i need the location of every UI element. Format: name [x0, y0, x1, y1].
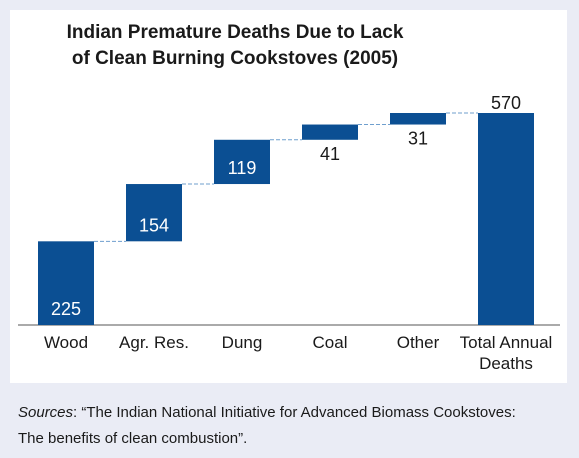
value-label: 225 — [51, 299, 81, 319]
x-tick-label: Other — [396, 333, 440, 352]
value-label: 41 — [320, 144, 340, 164]
x-tick-label: Dung — [221, 333, 263, 352]
value-label: 154 — [139, 215, 169, 235]
source-note: Sources: “The Indian National Initiative… — [18, 400, 518, 452]
x-tick-label: Wood — [43, 333, 89, 352]
value-label: 119 — [228, 158, 257, 178]
bar — [478, 113, 534, 325]
chart-title: Indian Premature Deaths Due to Lack — [67, 22, 404, 43]
chart-title: of Clean Burning Cookstoves (2005) — [72, 48, 398, 69]
x-tick-label: Agr. Res. — [119, 333, 189, 352]
x-tick-label: Total Annual Deaths — [459, 333, 553, 373]
chart-panel — [10, 10, 567, 383]
x-tick-label: Coal — [312, 333, 348, 352]
source-label: Sources — [18, 404, 74, 421]
value-label: 570 — [491, 93, 521, 113]
bar — [126, 184, 182, 242]
bar — [214, 139, 270, 185]
source-text: : “The Indian National Initiative for Ad… — [18, 404, 516, 447]
bar — [38, 241, 94, 325]
bar — [390, 113, 446, 125]
bar — [302, 124, 358, 140]
value-label: 31 — [408, 129, 428, 149]
